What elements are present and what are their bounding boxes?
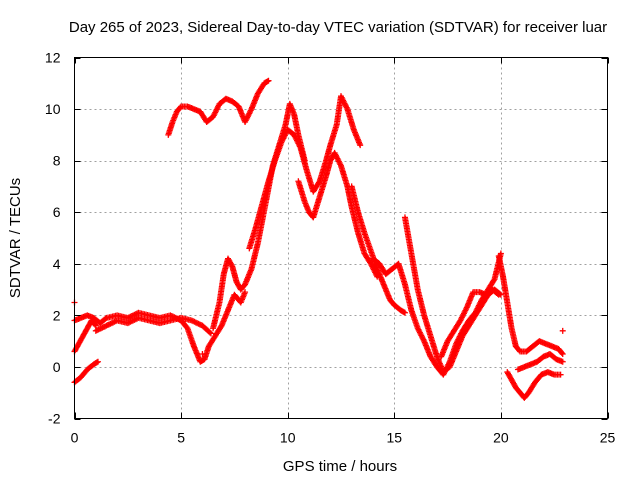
chart-title: Day 265 of 2023, Sidereal Day-to-day VTE… (69, 19, 607, 36)
data-point (242, 289, 249, 296)
axis-ticks (74, 57, 609, 420)
y-tick-label: 2 (53, 307, 61, 323)
y-tick-labels: -2 0 2 4 6 8 10 12 (45, 50, 61, 427)
y-tick-label: 8 (53, 153, 61, 169)
y-tick-label: 6 (53, 204, 61, 220)
data-point (558, 350, 565, 357)
x-tick-label: 10 (280, 430, 296, 446)
x-tick-label: 15 (387, 430, 403, 446)
x-tick-label: 25 (600, 430, 616, 446)
data-point (559, 351, 566, 358)
data-point (228, 262, 235, 269)
data-point (357, 142, 364, 149)
y-tick-label: 12 (45, 50, 61, 66)
data-point (557, 371, 564, 378)
data-point (559, 358, 566, 365)
data-point (490, 277, 497, 284)
data-points (71, 77, 566, 401)
data-point (199, 351, 206, 358)
data-point (494, 290, 501, 297)
x-tick-label: 0 (71, 430, 79, 446)
x-axis-label: GPS time / hours (283, 458, 397, 475)
x-tick-label: 20 (493, 430, 509, 446)
x-tick-label: 5 (177, 430, 185, 446)
x-tick-labels: 0 5 10 15 20 25 (71, 430, 616, 446)
data-point (265, 77, 272, 84)
data-point (206, 329, 213, 336)
y-axis-label: SDTVAR / TECUs (7, 178, 24, 298)
y-tick-label: 10 (45, 101, 61, 117)
data-point (91, 321, 98, 328)
plot-frame (74, 57, 608, 419)
y-tick-label: 4 (53, 256, 61, 272)
data-point (559, 327, 566, 334)
y-tick-label: -2 (48, 411, 61, 427)
data-point (315, 179, 322, 186)
data-point (207, 330, 214, 337)
data-point (94, 358, 101, 365)
data-point (495, 291, 502, 298)
y-tick-label: 0 (53, 359, 61, 375)
data-point (92, 322, 99, 329)
data-point (401, 309, 408, 316)
